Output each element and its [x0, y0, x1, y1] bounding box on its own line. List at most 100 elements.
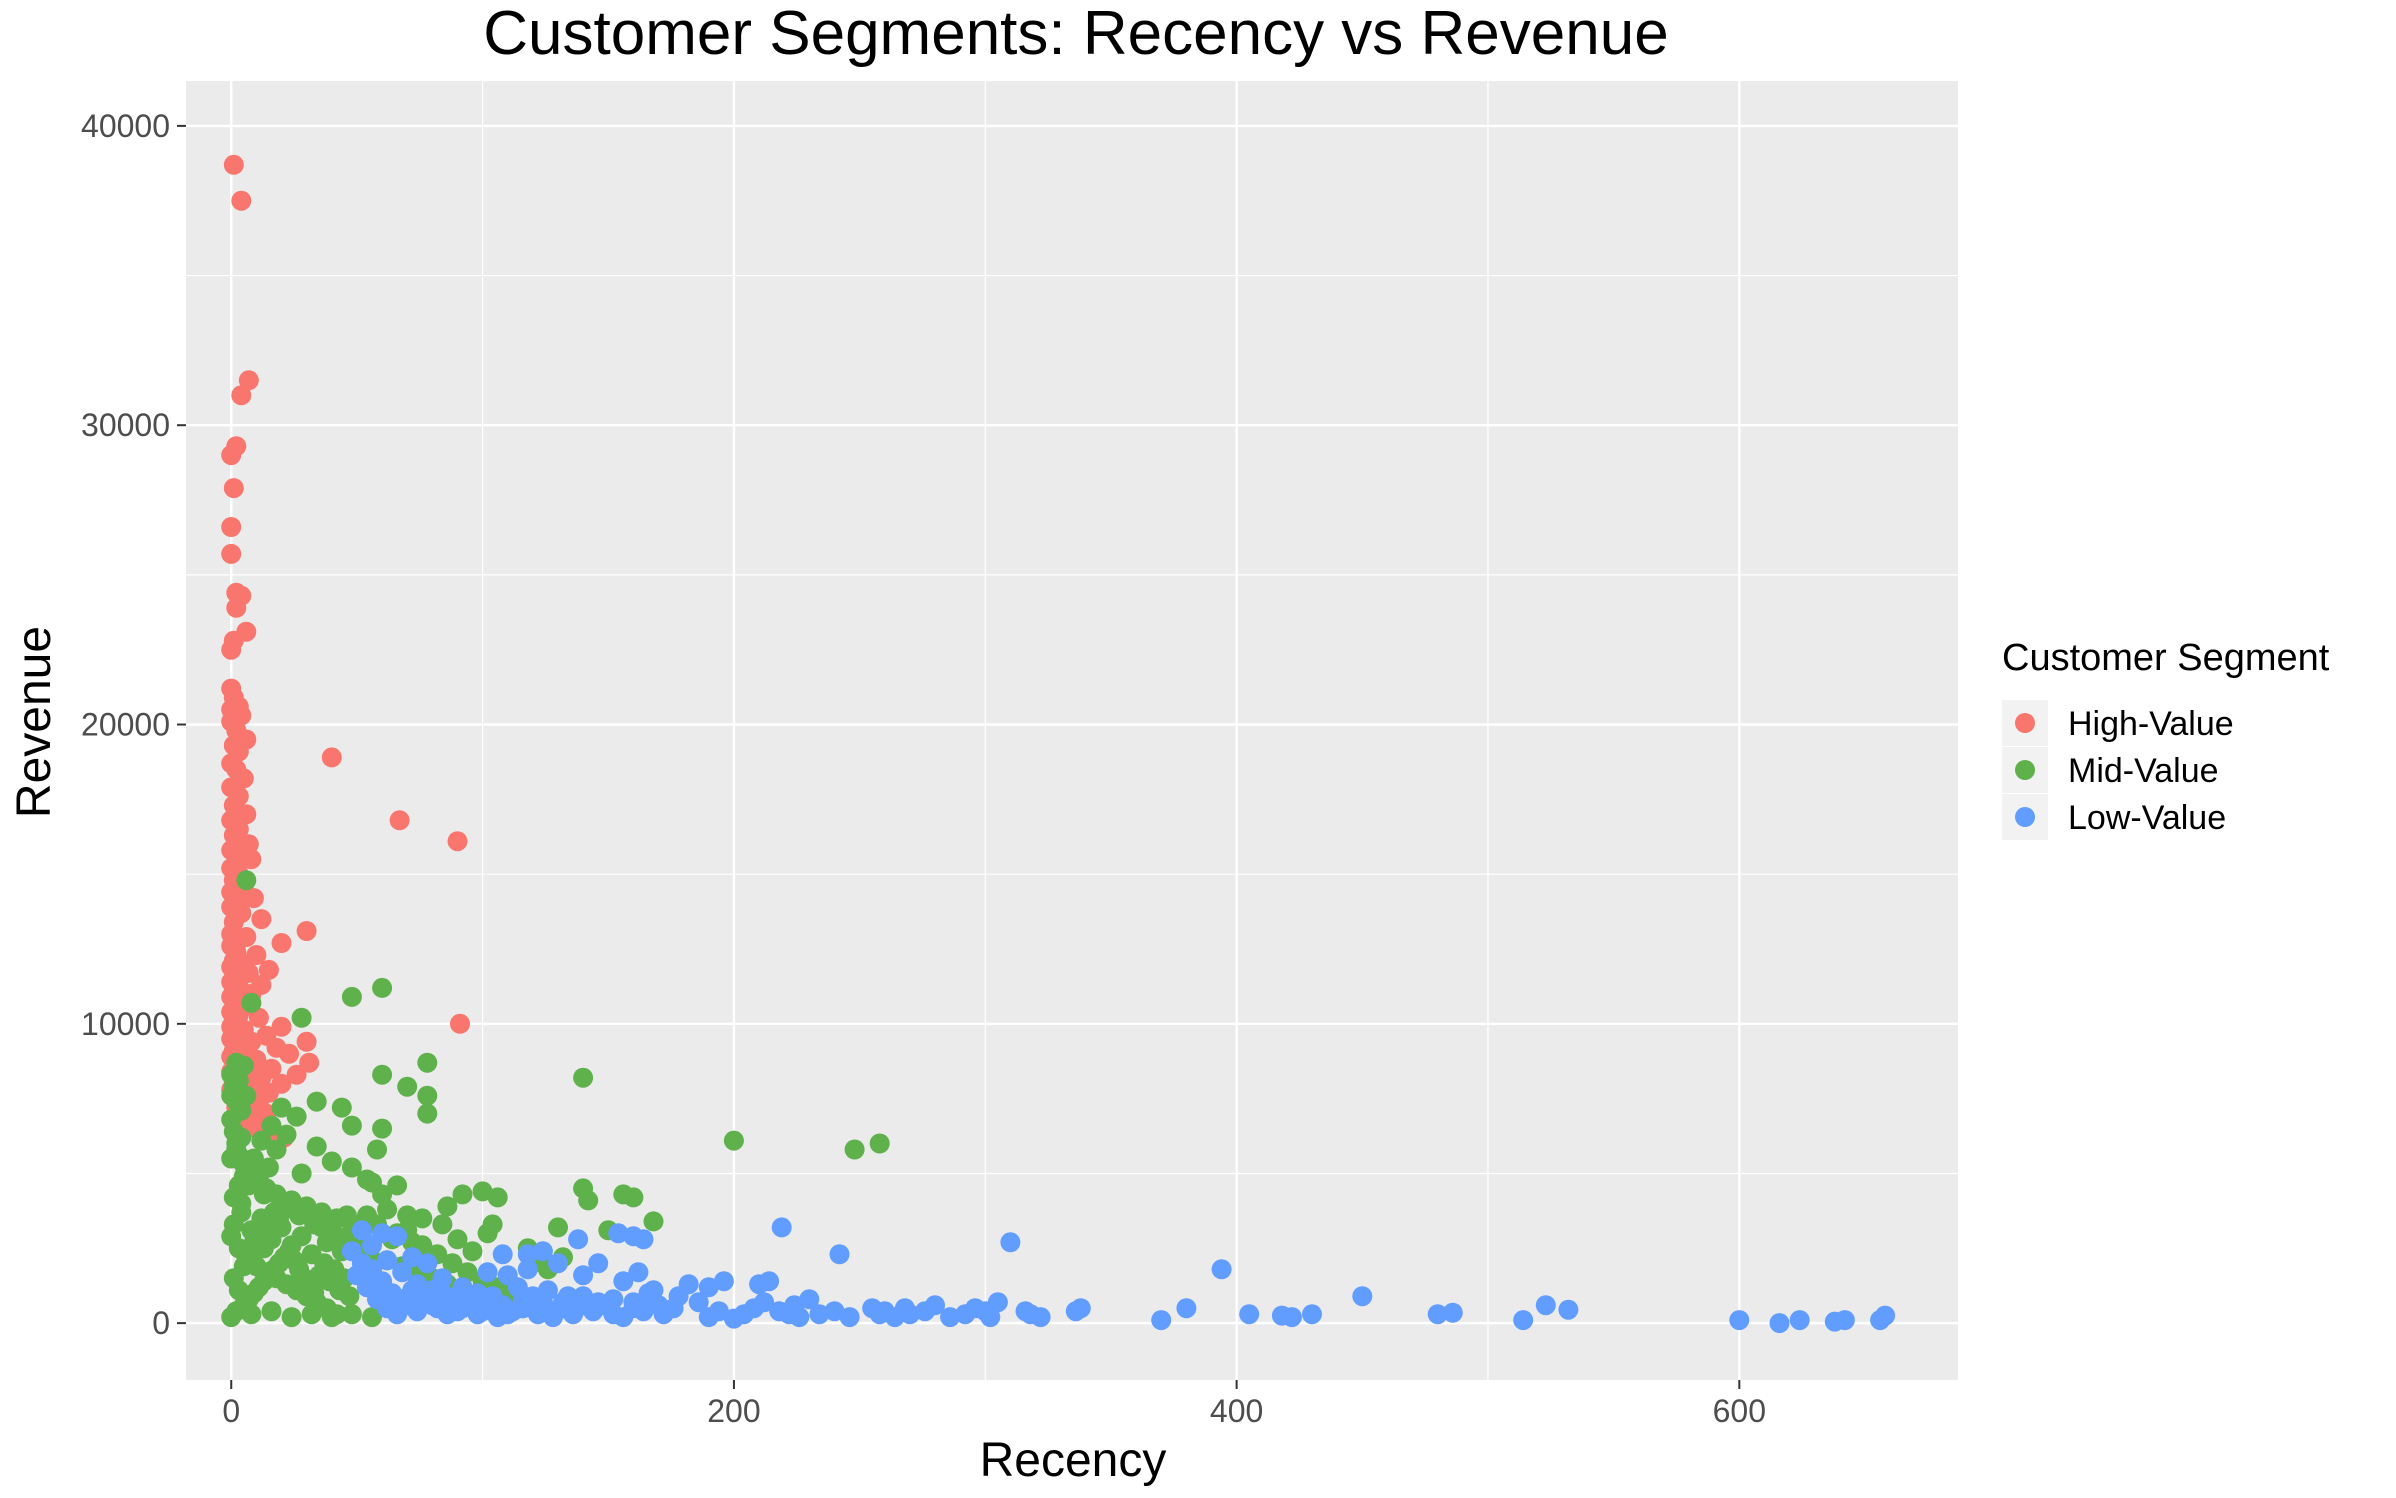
data-point: [226, 597, 247, 618]
data-point: [447, 831, 468, 852]
legend-key-point: [2015, 807, 2035, 827]
data-point: [397, 1205, 418, 1226]
data-point: [271, 933, 292, 953]
data-point: [321, 1307, 342, 1328]
data-point: [532, 1241, 553, 1262]
plot-panel: [186, 81, 1958, 1380]
data-point: [261, 1115, 282, 1136]
legend: Customer Segment High-Value Mid-Value Low-…: [2002, 637, 2330, 840]
data-point: [296, 1031, 317, 1052]
data-point: [367, 1139, 387, 1160]
data-point: [241, 849, 262, 870]
data-point: [915, 1301, 935, 1322]
data-point: [291, 1007, 312, 1028]
chart-title: Customer Segments: Recency vs Revenue: [483, 0, 1668, 68]
data-point: [628, 1262, 649, 1283]
data-point: [568, 1229, 589, 1250]
data-point: [578, 1190, 599, 1211]
data-point: [266, 1139, 287, 1160]
data-point: [286, 1064, 307, 1085]
data-point: [698, 1277, 719, 1298]
data-point: [633, 1301, 654, 1322]
data-point: [321, 747, 342, 768]
data-point: [573, 1286, 594, 1307]
minor-gridlines: [186, 81, 1958, 1380]
data-point: [221, 543, 242, 564]
data-point: [238, 370, 259, 391]
data-point: [1558, 1299, 1579, 1320]
data-point: [940, 1307, 961, 1328]
legend-title: Customer Segment: [2002, 637, 2330, 679]
data-point: [341, 1304, 362, 1325]
data-point: [1729, 1310, 1750, 1331]
data-point: [236, 870, 257, 891]
data-point: [281, 1307, 302, 1328]
data-point: [472, 1181, 493, 1202]
data-point: [450, 1013, 470, 1034]
data-point: [301, 1304, 322, 1325]
data-point: [987, 1292, 1008, 1313]
data-point: [243, 1148, 264, 1169]
legend-entry-high-value: High-Value: [2002, 700, 2234, 746]
data-point: [261, 1301, 282, 1322]
data-point: [243, 888, 264, 909]
data-point: [771, 1217, 792, 1238]
data-point: [362, 1307, 382, 1328]
data-point: [623, 1187, 644, 1208]
data-point: [432, 1214, 453, 1235]
data-point: [1000, 1232, 1021, 1253]
data-point: [477, 1262, 498, 1283]
data-point: [221, 1085, 242, 1106]
data-point: [1427, 1304, 1448, 1325]
data-point: [286, 1106, 307, 1127]
data-point: [613, 1307, 634, 1328]
data-point: [573, 1067, 594, 1088]
data-point: [744, 1298, 764, 1319]
data-point: [723, 1130, 744, 1151]
legend-label: High-Value: [2068, 705, 2234, 743]
data-point: [844, 1139, 865, 1160]
data-point: [223, 154, 244, 175]
legend-entries: High-Value Mid-Value Low-Value: [2002, 700, 2234, 840]
data-point: [226, 1052, 247, 1073]
data-point: [228, 1280, 249, 1301]
data-point: [377, 1250, 398, 1271]
data-point: [663, 1298, 684, 1319]
data-point: [1020, 1304, 1041, 1325]
data-point: [417, 1085, 438, 1106]
data-point: [769, 1301, 790, 1322]
y-tick-label: 10000: [81, 1006, 170, 1042]
data-point: [452, 1184, 473, 1205]
data-point: [402, 1247, 423, 1268]
data-point: [341, 986, 362, 1007]
series-mid-value: [221, 870, 890, 1328]
legend-label: Low-Value: [2068, 799, 2226, 837]
data-point: [417, 1253, 438, 1274]
data-point: [1176, 1298, 1197, 1319]
data-point: [437, 1196, 458, 1217]
data-point: [869, 1304, 890, 1325]
y-tick-label: 30000: [81, 407, 170, 443]
data-point: [1875, 1305, 1896, 1326]
x-tick-label: 0: [222, 1393, 240, 1429]
data-point: [341, 1157, 362, 1178]
data-point: [258, 959, 279, 980]
data-point: [839, 1307, 860, 1328]
x-tick-label: 400: [1210, 1393, 1263, 1429]
data-point: [799, 1289, 820, 1310]
data-point: [253, 1184, 274, 1205]
data-point: [269, 1208, 289, 1229]
data-point: [548, 1217, 568, 1238]
data-point: [341, 1115, 362, 1136]
data-point: [688, 1292, 709, 1313]
data-point: [633, 1229, 654, 1250]
data-point: [304, 1283, 325, 1304]
data-point: [980, 1307, 1001, 1328]
data-point: [221, 517, 242, 537]
data-point: [487, 1187, 508, 1208]
legend-key-point: [2015, 760, 2035, 780]
data-point: [708, 1301, 729, 1322]
data-point: [1151, 1310, 1172, 1331]
data-point: [321, 1151, 342, 1172]
